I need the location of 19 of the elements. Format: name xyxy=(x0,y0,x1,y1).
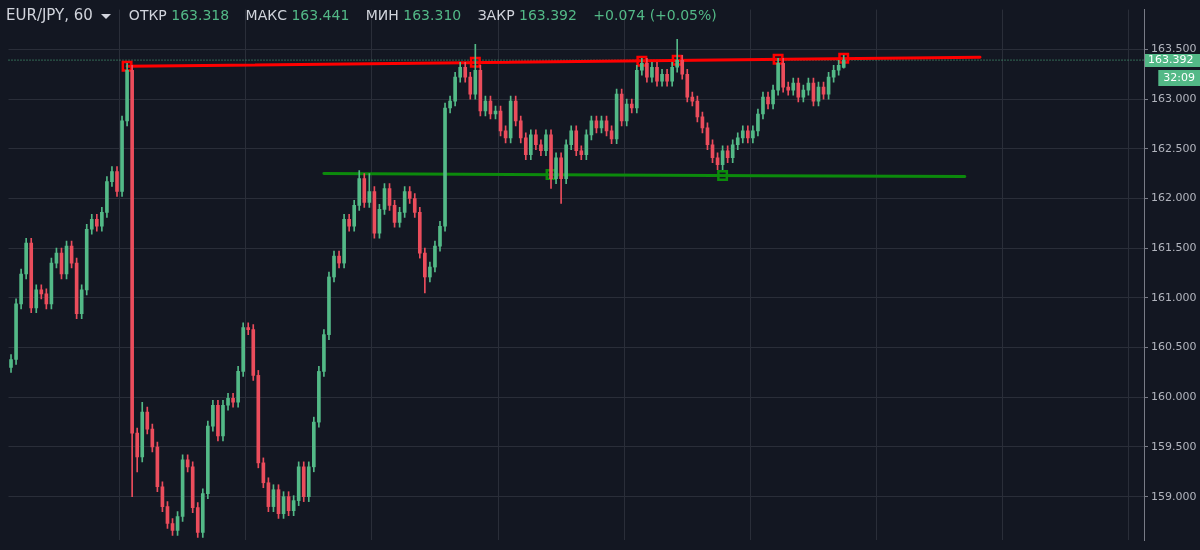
annotation: МАКС 163.441 xyxy=(245,6,350,23)
point xyxy=(469,56,481,68)
annotation: МИН 163.310 xyxy=(365,6,462,23)
annotation: ЗАКР 163.392 xyxy=(477,6,577,23)
y-tick-label: 162.000 xyxy=(1151,191,1197,205)
y-tick-label: 161.500 xyxy=(1151,241,1197,255)
y-tick-label: 162.500 xyxy=(1151,141,1197,155)
point xyxy=(838,52,850,64)
y-tick-label: 163.000 xyxy=(1151,91,1197,105)
annotation: +0.074 (+0.05%) xyxy=(593,6,717,23)
y-tick-label: 161.000 xyxy=(1151,290,1197,304)
y-tick-label: 160.000 xyxy=(1151,390,1197,404)
annotation: ОТКР 163.318 xyxy=(128,6,230,23)
y-tick-label: 160.500 xyxy=(1151,340,1197,354)
point xyxy=(717,170,729,182)
text: 32:09 xyxy=(1163,70,1195,84)
y-tick-label: 159.000 xyxy=(1151,489,1197,503)
y-tick-label: 159.500 xyxy=(1151,439,1197,453)
chart-title: EUR/JPY, 60 xyxy=(6,5,93,24)
